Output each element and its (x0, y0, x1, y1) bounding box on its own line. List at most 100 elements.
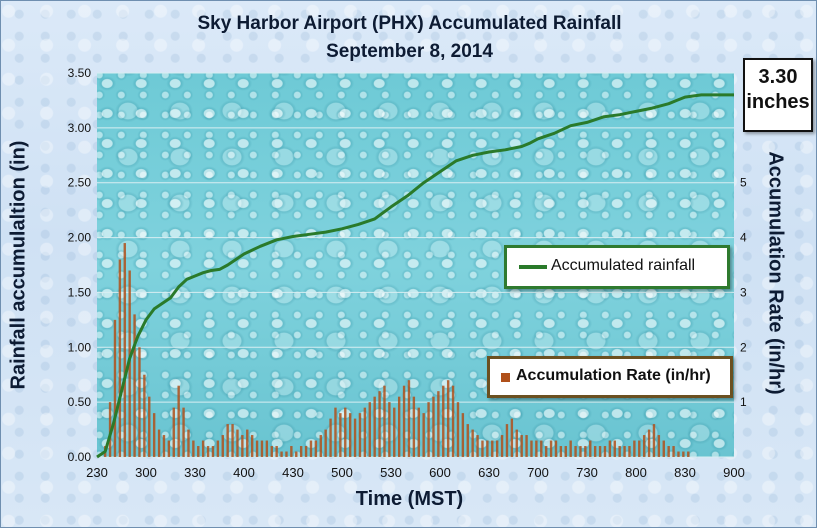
y-axis-label: Rainfall accumulaltion (in) (7, 140, 30, 390)
rate-bar (638, 440, 641, 457)
rate-bar (285, 451, 288, 457)
rate-bar (672, 446, 675, 457)
rate-bar (177, 385, 180, 457)
rate-bar (657, 435, 661, 457)
rate-bar (623, 446, 626, 457)
rate-bar (348, 413, 352, 457)
rate-bar (608, 440, 612, 457)
y-tick-label: 1.50 (68, 285, 92, 299)
rate-bar (598, 446, 602, 457)
rate-bar (236, 429, 239, 457)
rate-bar (344, 407, 347, 457)
rate-bar (123, 243, 126, 457)
x-tick-label: 830 (674, 465, 696, 480)
rate-bar (667, 446, 670, 457)
rate-bar (652, 424, 656, 457)
rate-bar (393, 407, 396, 457)
rate-bar (255, 440, 259, 457)
rate-bar (593, 446, 597, 457)
x-tick-label: 700 (527, 465, 549, 480)
rate-bar (677, 451, 680, 457)
rate-bar (491, 440, 494, 457)
rate-bar (559, 446, 563, 457)
rate-bar (525, 435, 528, 457)
rate-bar (510, 418, 514, 457)
x-tick-label: 330 (184, 465, 206, 480)
rate-bar (363, 407, 367, 457)
rate-bar (314, 440, 318, 457)
legend-accumulated: Accumulated rainfall (504, 245, 730, 289)
rate-bar (157, 429, 161, 457)
x-tick-label: 900 (723, 465, 745, 480)
rate-bar (402, 385, 406, 457)
rate-bar (138, 347, 141, 457)
x-tick-label: 500 (331, 465, 353, 480)
rate-bar (451, 385, 455, 457)
rate-bar (422, 413, 425, 457)
rate-bar (270, 446, 273, 457)
rate-bar (152, 413, 156, 457)
x-tick-label: 530 (380, 465, 402, 480)
x-axis-label: Time (MST) (355, 488, 464, 510)
x-tick-label: 300 (135, 465, 157, 480)
rate-bar (456, 402, 460, 457)
rate-bar (633, 440, 636, 457)
y-tick-label: 2.50 (68, 176, 92, 190)
rate-bar (265, 440, 269, 457)
rate-bar (569, 440, 572, 457)
rate-bar (682, 451, 685, 457)
rate-bar (324, 429, 327, 457)
rate-bar (407, 380, 411, 457)
rate-bar (618, 446, 621, 457)
total-value: 3.30 (758, 66, 798, 88)
rate-bar (260, 440, 264, 457)
rate-bar (486, 440, 489, 457)
rate-bar (446, 380, 450, 457)
rate-bar (197, 446, 200, 457)
rate-bar (309, 440, 313, 457)
rate-bar (549, 440, 553, 457)
rate-bar (515, 429, 518, 457)
y2-axis-label: Accumulation Rate (in/hr) (764, 151, 787, 395)
rate-bar (628, 446, 631, 457)
rate-bar (339, 413, 342, 457)
y2-tick-label: 5 (740, 176, 747, 190)
rate-bar (201, 440, 205, 457)
rate-bar (584, 446, 587, 457)
rate-bar (216, 440, 220, 457)
x-tick-label: 400 (233, 465, 255, 480)
rate-bar (299, 446, 303, 457)
rate-bar (540, 440, 543, 457)
rate-bar (495, 440, 499, 457)
rate-bar (432, 396, 435, 457)
rate-bar (368, 402, 371, 457)
rate-bar (148, 396, 151, 457)
rate-bar (442, 385, 445, 457)
rate-bar (108, 402, 112, 457)
rate-bar (471, 429, 474, 457)
chart-subtitle: September 8, 2014 (326, 41, 493, 62)
legend-bar-swatch (501, 373, 510, 382)
y-tick-label: 1.00 (68, 340, 92, 354)
legend-rate: Accumulation Rate (in/hr) (487, 356, 733, 398)
rate-bar (642, 435, 646, 457)
y-tick-label: 3.50 (68, 66, 92, 80)
rate-bars (103, 243, 690, 457)
rate-bar (143, 374, 146, 457)
rate-bar (662, 440, 665, 457)
grid (97, 72, 734, 458)
y2-tick-label: 1 (740, 395, 747, 409)
accumulated-line-group (96, 93, 734, 459)
rate-bar (246, 429, 249, 457)
rate-bar (564, 446, 567, 457)
chart-title: Sky Harbor Airport (PHX) Accumulated Rai… (197, 13, 622, 34)
rate-bar (304, 446, 308, 457)
rate-bar (334, 407, 337, 457)
rate-bar (250, 435, 254, 457)
rate-bar (461, 413, 465, 457)
y-tick-label: 0.50 (68, 395, 92, 409)
rate-bar (353, 418, 357, 457)
rate-bar (574, 446, 577, 457)
